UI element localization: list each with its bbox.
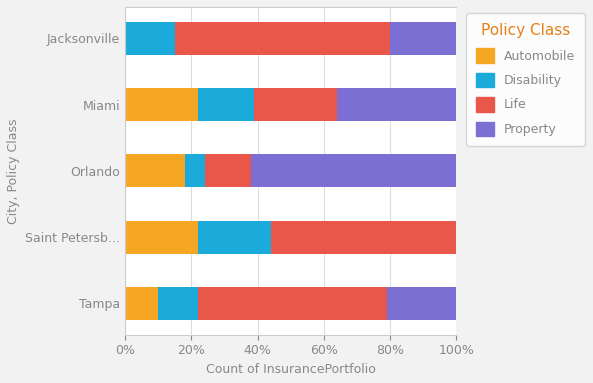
Bar xyxy=(390,22,457,55)
Bar xyxy=(185,154,205,187)
Bar xyxy=(254,88,337,121)
Bar xyxy=(387,287,457,320)
Bar xyxy=(125,154,185,187)
Bar xyxy=(175,22,390,55)
Bar xyxy=(251,154,457,187)
Bar xyxy=(125,221,198,254)
Y-axis label: City, Policy Class: City, Policy Class xyxy=(7,118,20,224)
Bar xyxy=(125,22,175,55)
Bar xyxy=(205,154,251,187)
Bar xyxy=(125,88,198,121)
Bar xyxy=(125,287,158,320)
X-axis label: Count of InsurancePortfolio: Count of InsurancePortfolio xyxy=(206,363,376,376)
Bar xyxy=(198,287,387,320)
Bar xyxy=(198,88,254,121)
Bar xyxy=(198,221,271,254)
Bar xyxy=(337,88,457,121)
Bar xyxy=(271,221,457,254)
Legend: Automobile, Disability, Life, Property: Automobile, Disability, Life, Property xyxy=(466,13,585,146)
Bar xyxy=(158,287,198,320)
